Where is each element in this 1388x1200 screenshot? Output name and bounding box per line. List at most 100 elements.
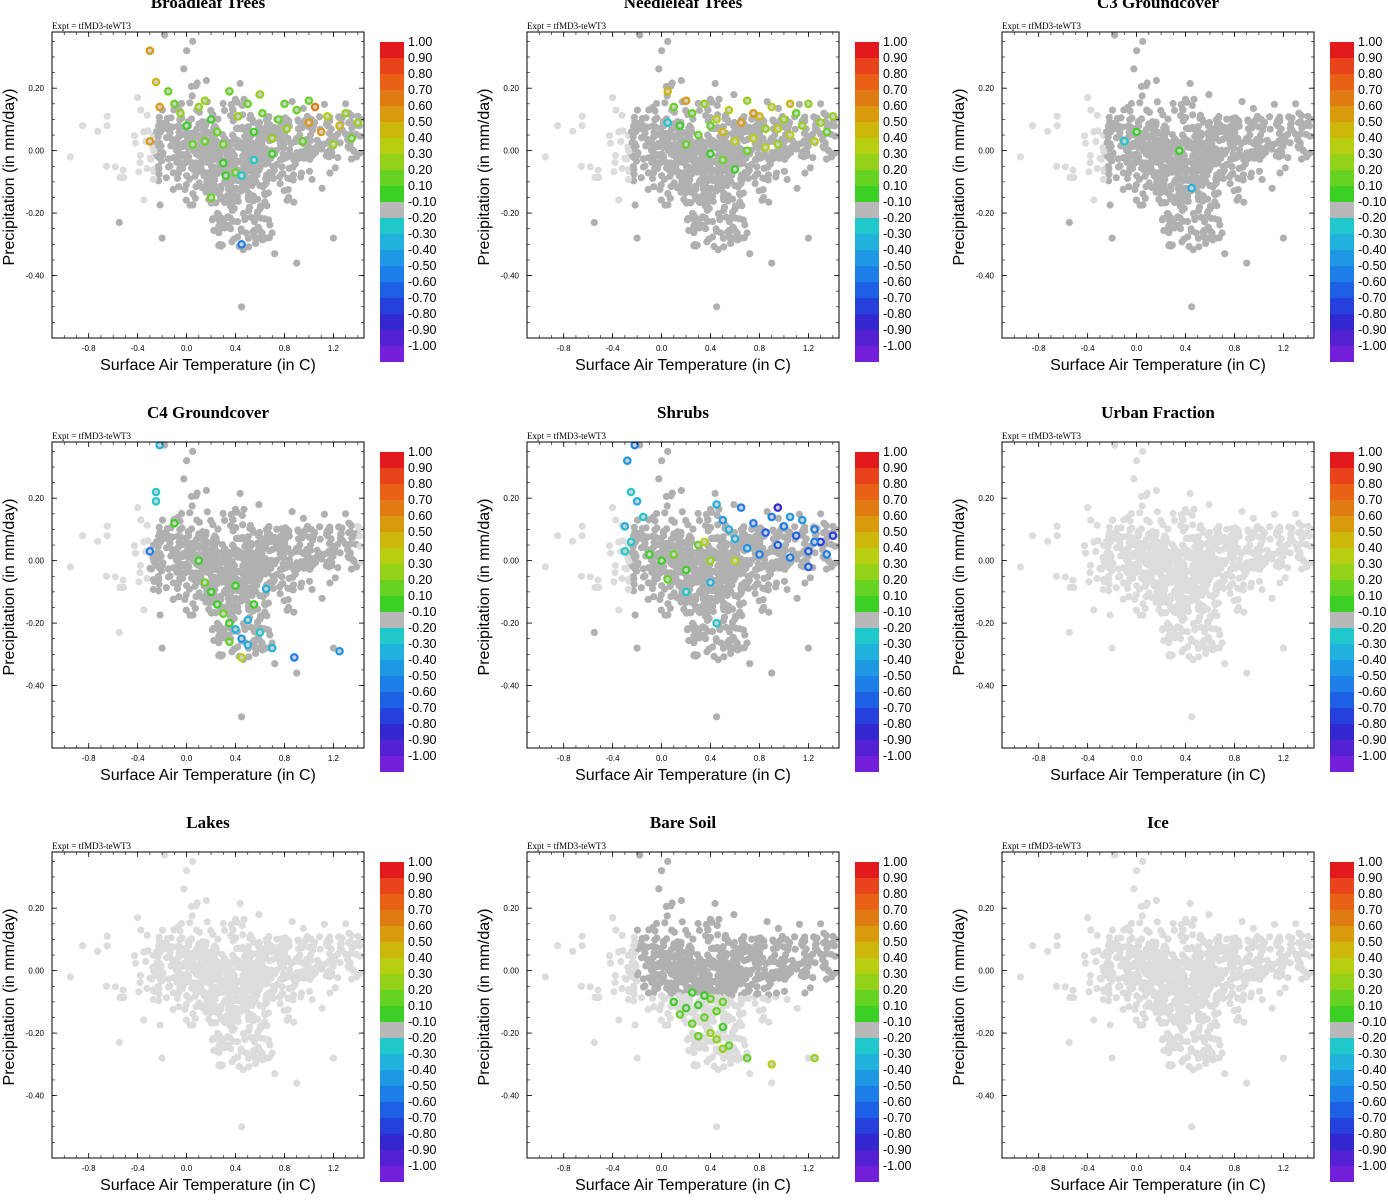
- gray-point: [674, 528, 682, 536]
- experiment-label: Expt = tfMD3-teWT3: [1002, 21, 1082, 31]
- gray-point: [1305, 122, 1313, 130]
- gray-point: [244, 146, 252, 154]
- gray-point: [653, 114, 661, 122]
- gray-point: [1258, 145, 1266, 154]
- background-point: [1016, 153, 1024, 161]
- colorbar-swatch: [380, 676, 404, 692]
- x-tick-label: 0.8: [279, 344, 291, 353]
- gray-point: [1200, 150, 1208, 158]
- background-point: [612, 106, 620, 114]
- background-point: [66, 153, 74, 161]
- gray-point: [180, 65, 188, 73]
- gray-point: [294, 526, 302, 534]
- gray-point: [250, 218, 259, 226]
- gray-point: [650, 144, 658, 152]
- gray-point: [1278, 149, 1286, 157]
- gray-point: [695, 516, 704, 524]
- gray-point: [1225, 134, 1233, 142]
- colorbar-swatch: [1330, 74, 1354, 90]
- gray-point: [1232, 115, 1240, 123]
- background-point: [611, 159, 619, 167]
- gray-point: [286, 585, 294, 593]
- gray-point: [328, 149, 336, 157]
- colorbar-label: -0.80: [408, 717, 437, 731]
- colorbar-swatch: [380, 644, 404, 660]
- colored-point: [310, 102, 320, 112]
- background-point: [111, 163, 119, 171]
- gray-point: [1212, 234, 1220, 242]
- gray-point: [250, 231, 258, 239]
- gray-point: [354, 112, 362, 120]
- gray-point: [739, 524, 747, 532]
- gray-point: [214, 151, 222, 159]
- gray-point: [1150, 148, 1158, 156]
- gray-point: [1142, 183, 1150, 191]
- gray-point: [155, 165, 163, 173]
- gray-point: [155, 170, 163, 178]
- background-point: [140, 538, 148, 546]
- gray-point: [342, 100, 350, 108]
- x-tick-label: 0.4: [230, 344, 242, 353]
- gray-point: [642, 114, 650, 122]
- colored-point: [274, 115, 283, 124]
- gray-point: [725, 231, 733, 239]
- gray-point: [630, 170, 638, 178]
- colored-point: [785, 99, 795, 109]
- colored-point: [742, 96, 752, 106]
- gray-point: [192, 183, 200, 191]
- gray-point: [1138, 135, 1146, 143]
- background-point: [103, 522, 111, 530]
- background-point: [586, 573, 594, 581]
- gray-point: [1235, 164, 1243, 172]
- colored-point: [267, 133, 277, 143]
- gray-point: [677, 486, 685, 495]
- gray-point: [657, 151, 665, 159]
- gray-point: [667, 593, 675, 601]
- background-point: [1052, 162, 1060, 170]
- colored-point: [694, 130, 703, 140]
- gray-point: [663, 502, 671, 510]
- x-axis-label: Surface Air Temperature (in C): [100, 767, 316, 784]
- gray-point: [282, 525, 290, 533]
- gray-point: [225, 192, 233, 200]
- colorbar-label: 0.60: [1358, 99, 1382, 113]
- x-tick-label: 1.2: [328, 754, 340, 763]
- colorbar-swatch: [380, 452, 404, 468]
- gray-point: [309, 536, 317, 544]
- colored-point: [335, 121, 344, 131]
- gray-point: [746, 250, 754, 258]
- gray-point: [1244, 125, 1252, 133]
- gray-point: [731, 149, 739, 157]
- gray-point: [675, 582, 683, 590]
- x-tick-label: 0.4: [705, 344, 717, 353]
- gray-point: [261, 215, 269, 223]
- gray-point: [167, 114, 175, 122]
- gray-point: [741, 579, 749, 587]
- colored-point: [212, 600, 222, 609]
- gray-point: [661, 201, 669, 209]
- gray-point: [217, 652, 225, 660]
- x-tick-label: 0.4: [1180, 344, 1192, 353]
- gray-point: [323, 120, 331, 128]
- gray-point: [1167, 242, 1175, 250]
- colorbar: 1.000.900.800.700.600.500.400.300.200.10…: [380, 35, 437, 362]
- background-point: [595, 583, 603, 592]
- gray-point: [1141, 194, 1149, 202]
- gray-point: [1168, 131, 1176, 139]
- colorbar-swatch: [1330, 234, 1354, 250]
- gray-point: [830, 122, 838, 130]
- gray-point: [696, 198, 704, 207]
- gray-point: [226, 202, 234, 210]
- gray-point: [712, 227, 721, 235]
- gray-point: [1195, 207, 1203, 215]
- gray-point: [652, 99, 661, 108]
- gray-point: [221, 198, 229, 207]
- gray-point: [1249, 104, 1257, 112]
- gray-point: [731, 205, 739, 213]
- colorbar-swatch: [380, 202, 404, 218]
- gray-point: [725, 218, 734, 226]
- colorbar-swatch: [855, 42, 879, 58]
- gray-point: [804, 142, 812, 151]
- gray-point: [174, 559, 183, 567]
- background-point: [605, 542, 614, 550]
